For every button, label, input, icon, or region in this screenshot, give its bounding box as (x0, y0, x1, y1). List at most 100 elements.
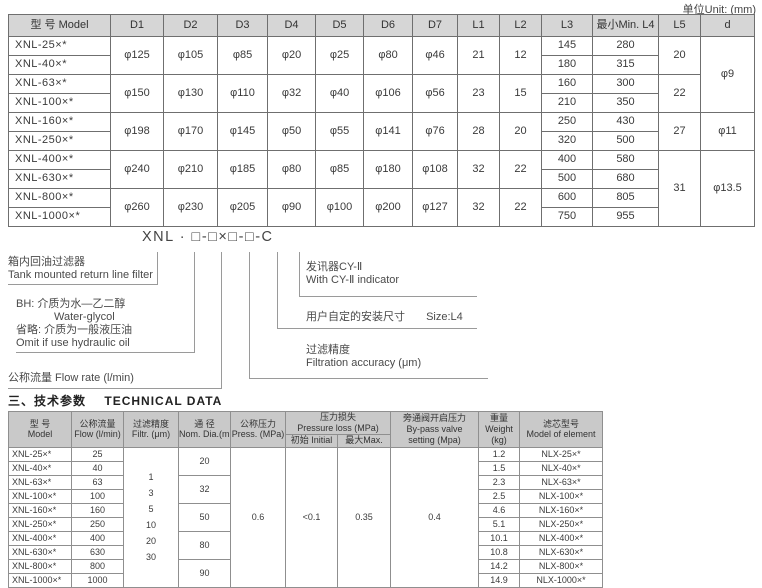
l1-cell: 32 (457, 150, 500, 189)
tech-header-bypass: 旁通阀开启压力 By-pass valve setting (Mpa) (390, 411, 479, 448)
model-cell: XNL-25×* (8, 36, 111, 56)
d1-cell: φ198 (110, 112, 164, 151)
flow-cell: 100 (71, 488, 124, 504)
flow-cell: 40 (71, 460, 124, 476)
flow-cell: 1000 (71, 572, 124, 588)
model-cell: XNL-63×* (8, 74, 111, 94)
l2-cell: 20 (499, 112, 542, 151)
d2-cell: φ210 (163, 150, 218, 189)
tech-header-filtr: 过滤精度 Filtr. (μm) (123, 411, 179, 448)
tech-header-dia-cn: 通 径 (194, 418, 215, 429)
l2-cell: 15 (499, 74, 542, 113)
tech-header-press: 公称压力 Press. (MPa) (230, 411, 286, 448)
d7-cell: φ127 (412, 188, 458, 227)
d7-cell: φ56 (412, 74, 458, 113)
table-row: XNL-630×* 630 10.8 NLX-630×* (8, 544, 603, 560)
dim-header-d7: D7 (412, 14, 458, 37)
label-filtration-accuracy: 过滤精度 Filtration accuracy (μm) (306, 344, 421, 370)
d-cell: φ9 (700, 36, 755, 113)
model-cell: XNL-160×* (8, 112, 111, 132)
connector-line (8, 388, 222, 389)
flow-cell: 400 (71, 530, 124, 546)
tech-header-element-en: Model of element (526, 429, 596, 440)
filtr-value: 20 (145, 536, 156, 547)
tech-header-weight-cn: 重量 (489, 413, 508, 424)
tech-header-weight-en: Weight (485, 423, 513, 434)
d5-cell: φ100 (315, 188, 364, 227)
d1-cell: φ240 (110, 150, 164, 189)
l3-cell: 160 (541, 74, 593, 94)
tech-header-filtr-en: Filtr. (μm) (131, 429, 171, 440)
l2-cell: 22 (499, 150, 542, 189)
filtr-value: 5 (148, 504, 154, 515)
weight-cell: 1.2 (478, 446, 520, 462)
d4-cell: φ90 (267, 188, 316, 227)
connector-line (8, 284, 158, 285)
filtration-values-cell: 1 3 5 10 20 30 (123, 446, 179, 588)
filtr-value: 1 (148, 472, 154, 483)
l3-cell: 320 (541, 131, 593, 151)
tech-title-cn: 三、技术参数 (8, 394, 87, 408)
element-cell: NLX-100×* (519, 488, 603, 504)
dim-header-d1: D1 (110, 14, 164, 37)
dim-header-l5: L5 (658, 14, 701, 37)
connector-line (299, 296, 477, 297)
unit-note: 单位Unit: (mm) (682, 4, 756, 16)
label-accuracy-en: Filtration accuracy (μm) (306, 357, 422, 369)
connector-line (249, 252, 250, 378)
d6-cell: φ200 (363, 188, 413, 227)
table-row: XNL-63×* φ150 φ130 φ110 φ32 φ40 φ106 φ56… (8, 74, 755, 113)
weight-cell: 1.5 (478, 460, 520, 476)
tech-header-bypass-en2: setting (Mpa) (408, 434, 461, 445)
d4-cell: φ80 (267, 150, 316, 189)
bypass-cell: 0.4 (390, 446, 479, 588)
dia-cell: 20 (178, 446, 231, 476)
tech-header-dia-en: Nom. Dia.(mm) (179, 429, 230, 440)
l5-cell: 22 (658, 74, 701, 113)
l4-cell: 580 (592, 150, 659, 170)
l3-cell: 250 (541, 112, 593, 132)
label-tank-filter-en: Tank mounted return line filter (8, 269, 153, 281)
press-cell: 0.6 (230, 446, 286, 588)
tech-header-element-cn: 滤芯型号 (542, 418, 579, 429)
l4-cell: 300 (592, 74, 659, 94)
flow-cell: 800 (71, 558, 124, 574)
l3-cell: 210 (541, 93, 593, 113)
tech-header-weight-unit: (kg) (491, 434, 507, 445)
table-row: XNL-25×* 25 1 3 5 10 20 30 20 0.6 <0.1 0… (8, 446, 603, 588)
tech-header-initial: 初始 Initial (285, 433, 338, 448)
dim-header-model: 型 号 Model (8, 14, 111, 37)
d2-cell: φ130 (163, 74, 218, 113)
flow-cell: 250 (71, 516, 124, 532)
tech-header-model-cn: 型 号 (29, 418, 51, 429)
tech-header-element: 滤芯型号 Model of element (519, 411, 603, 448)
weight-cell: 14.2 (478, 558, 520, 574)
connector-line (299, 252, 300, 296)
d6-cell: φ180 (363, 150, 413, 189)
l3-cell: 180 (541, 55, 593, 75)
d6-cell: φ141 (363, 112, 413, 151)
filtr-value: 3 (148, 488, 154, 499)
loss-initial-cell: <0.1 (285, 446, 338, 588)
dimensions-table: 型 号 Model D1 D2 D3 D4 D5 D6 D7 L1 L2 L3 … (8, 14, 755, 227)
model-cell: XNL-40×* (8, 460, 72, 476)
weight-cell: 10.1 (478, 530, 520, 546)
weight-cell: 2.5 (478, 488, 520, 504)
label-size-en: Size:L4 (426, 311, 463, 323)
label-cy-en: With CY-Ⅱ indicator (306, 274, 400, 286)
label-flow-rate-text: 公称流量 Flow rate (l/min) (8, 372, 134, 384)
label-tank-filter: 箱内回油过滤器 Tank mounted return line filter (8, 256, 153, 282)
table-row: XNL-630×* 500 680 (8, 169, 755, 189)
dim-header-l3: L3 (541, 14, 593, 37)
tech-header-bypass-en1: By-pass valve (406, 423, 463, 434)
d-cell: φ13.5 (700, 150, 755, 227)
element-cell: NLX-40×* (519, 460, 603, 476)
d3-cell: φ85 (217, 36, 268, 75)
d1-cell: φ260 (110, 188, 164, 227)
model-cell: XNL-40×* (8, 55, 111, 75)
dim-header-d2: D2 (163, 14, 218, 37)
label-tank-filter-cn: 箱内回油过滤器 (8, 256, 85, 268)
flow-cell: 25 (71, 446, 124, 462)
dim-header-d5: D5 (315, 14, 364, 37)
tech-header-weight: 重量 Weight (kg) (478, 411, 520, 448)
